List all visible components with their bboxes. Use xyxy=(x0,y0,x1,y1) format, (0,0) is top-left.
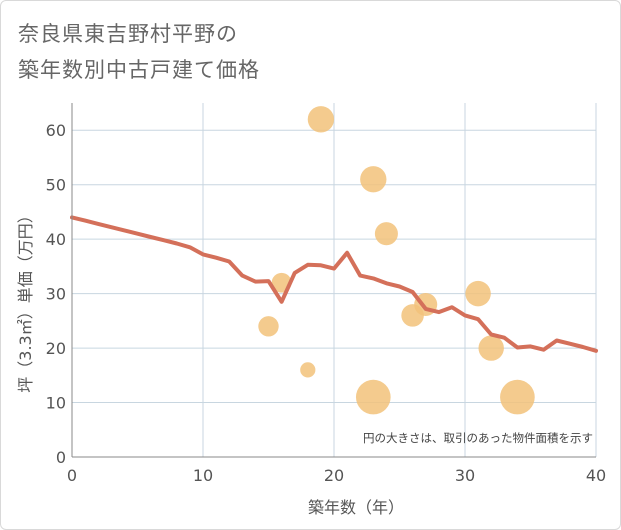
bubble-point xyxy=(478,335,504,361)
y-axis-title: 坪（3.3㎡）単価（万円） xyxy=(16,207,35,392)
x-tick-labels: 0 10 20 30 40 xyxy=(67,466,606,485)
y-tick-label: 20 xyxy=(46,339,66,358)
bubble-point xyxy=(258,316,279,337)
trend-series xyxy=(70,215,598,353)
bubble-point xyxy=(500,379,535,415)
y-tick-label: 30 xyxy=(46,285,66,304)
bubble-series xyxy=(258,106,535,415)
bubble-point xyxy=(401,304,424,327)
chart-title-line-1: 奈良県東吉野村平野の xyxy=(18,22,238,46)
chart-title: 奈良県東吉野村平野の 築年数別中古戸建て価格 xyxy=(18,16,260,88)
x-tick-label: 20 xyxy=(324,466,344,485)
bubble-point xyxy=(360,166,387,193)
x-axis-title: 築年数（年） xyxy=(308,498,404,517)
bubble-point xyxy=(355,379,391,415)
bubble-size-note: 円の大きさは、取引のあった物件面積を示す xyxy=(363,431,593,445)
x-tick-label: 0 xyxy=(67,466,77,485)
y-tick-labels: 0 10 20 30 40 50 60 xyxy=(46,121,66,467)
y-tick-label: 60 xyxy=(46,121,66,140)
y-tick-label: 50 xyxy=(46,176,66,195)
y-tick-label: 40 xyxy=(46,230,66,249)
y-tick-label: 10 xyxy=(46,394,66,413)
bubble-point xyxy=(374,222,398,246)
x-tick-label: 10 xyxy=(193,466,213,485)
bubble-point xyxy=(307,106,335,133)
x-tick-label: 30 xyxy=(455,466,475,485)
chart-title-line-2: 築年数別中古戸建て価格 xyxy=(18,58,260,82)
trend-line xyxy=(70,215,598,353)
x-tick-label: 40 xyxy=(586,466,606,485)
y-tick-label: 0 xyxy=(56,448,66,467)
bubble-point xyxy=(465,280,491,307)
bubble-point xyxy=(300,362,316,378)
